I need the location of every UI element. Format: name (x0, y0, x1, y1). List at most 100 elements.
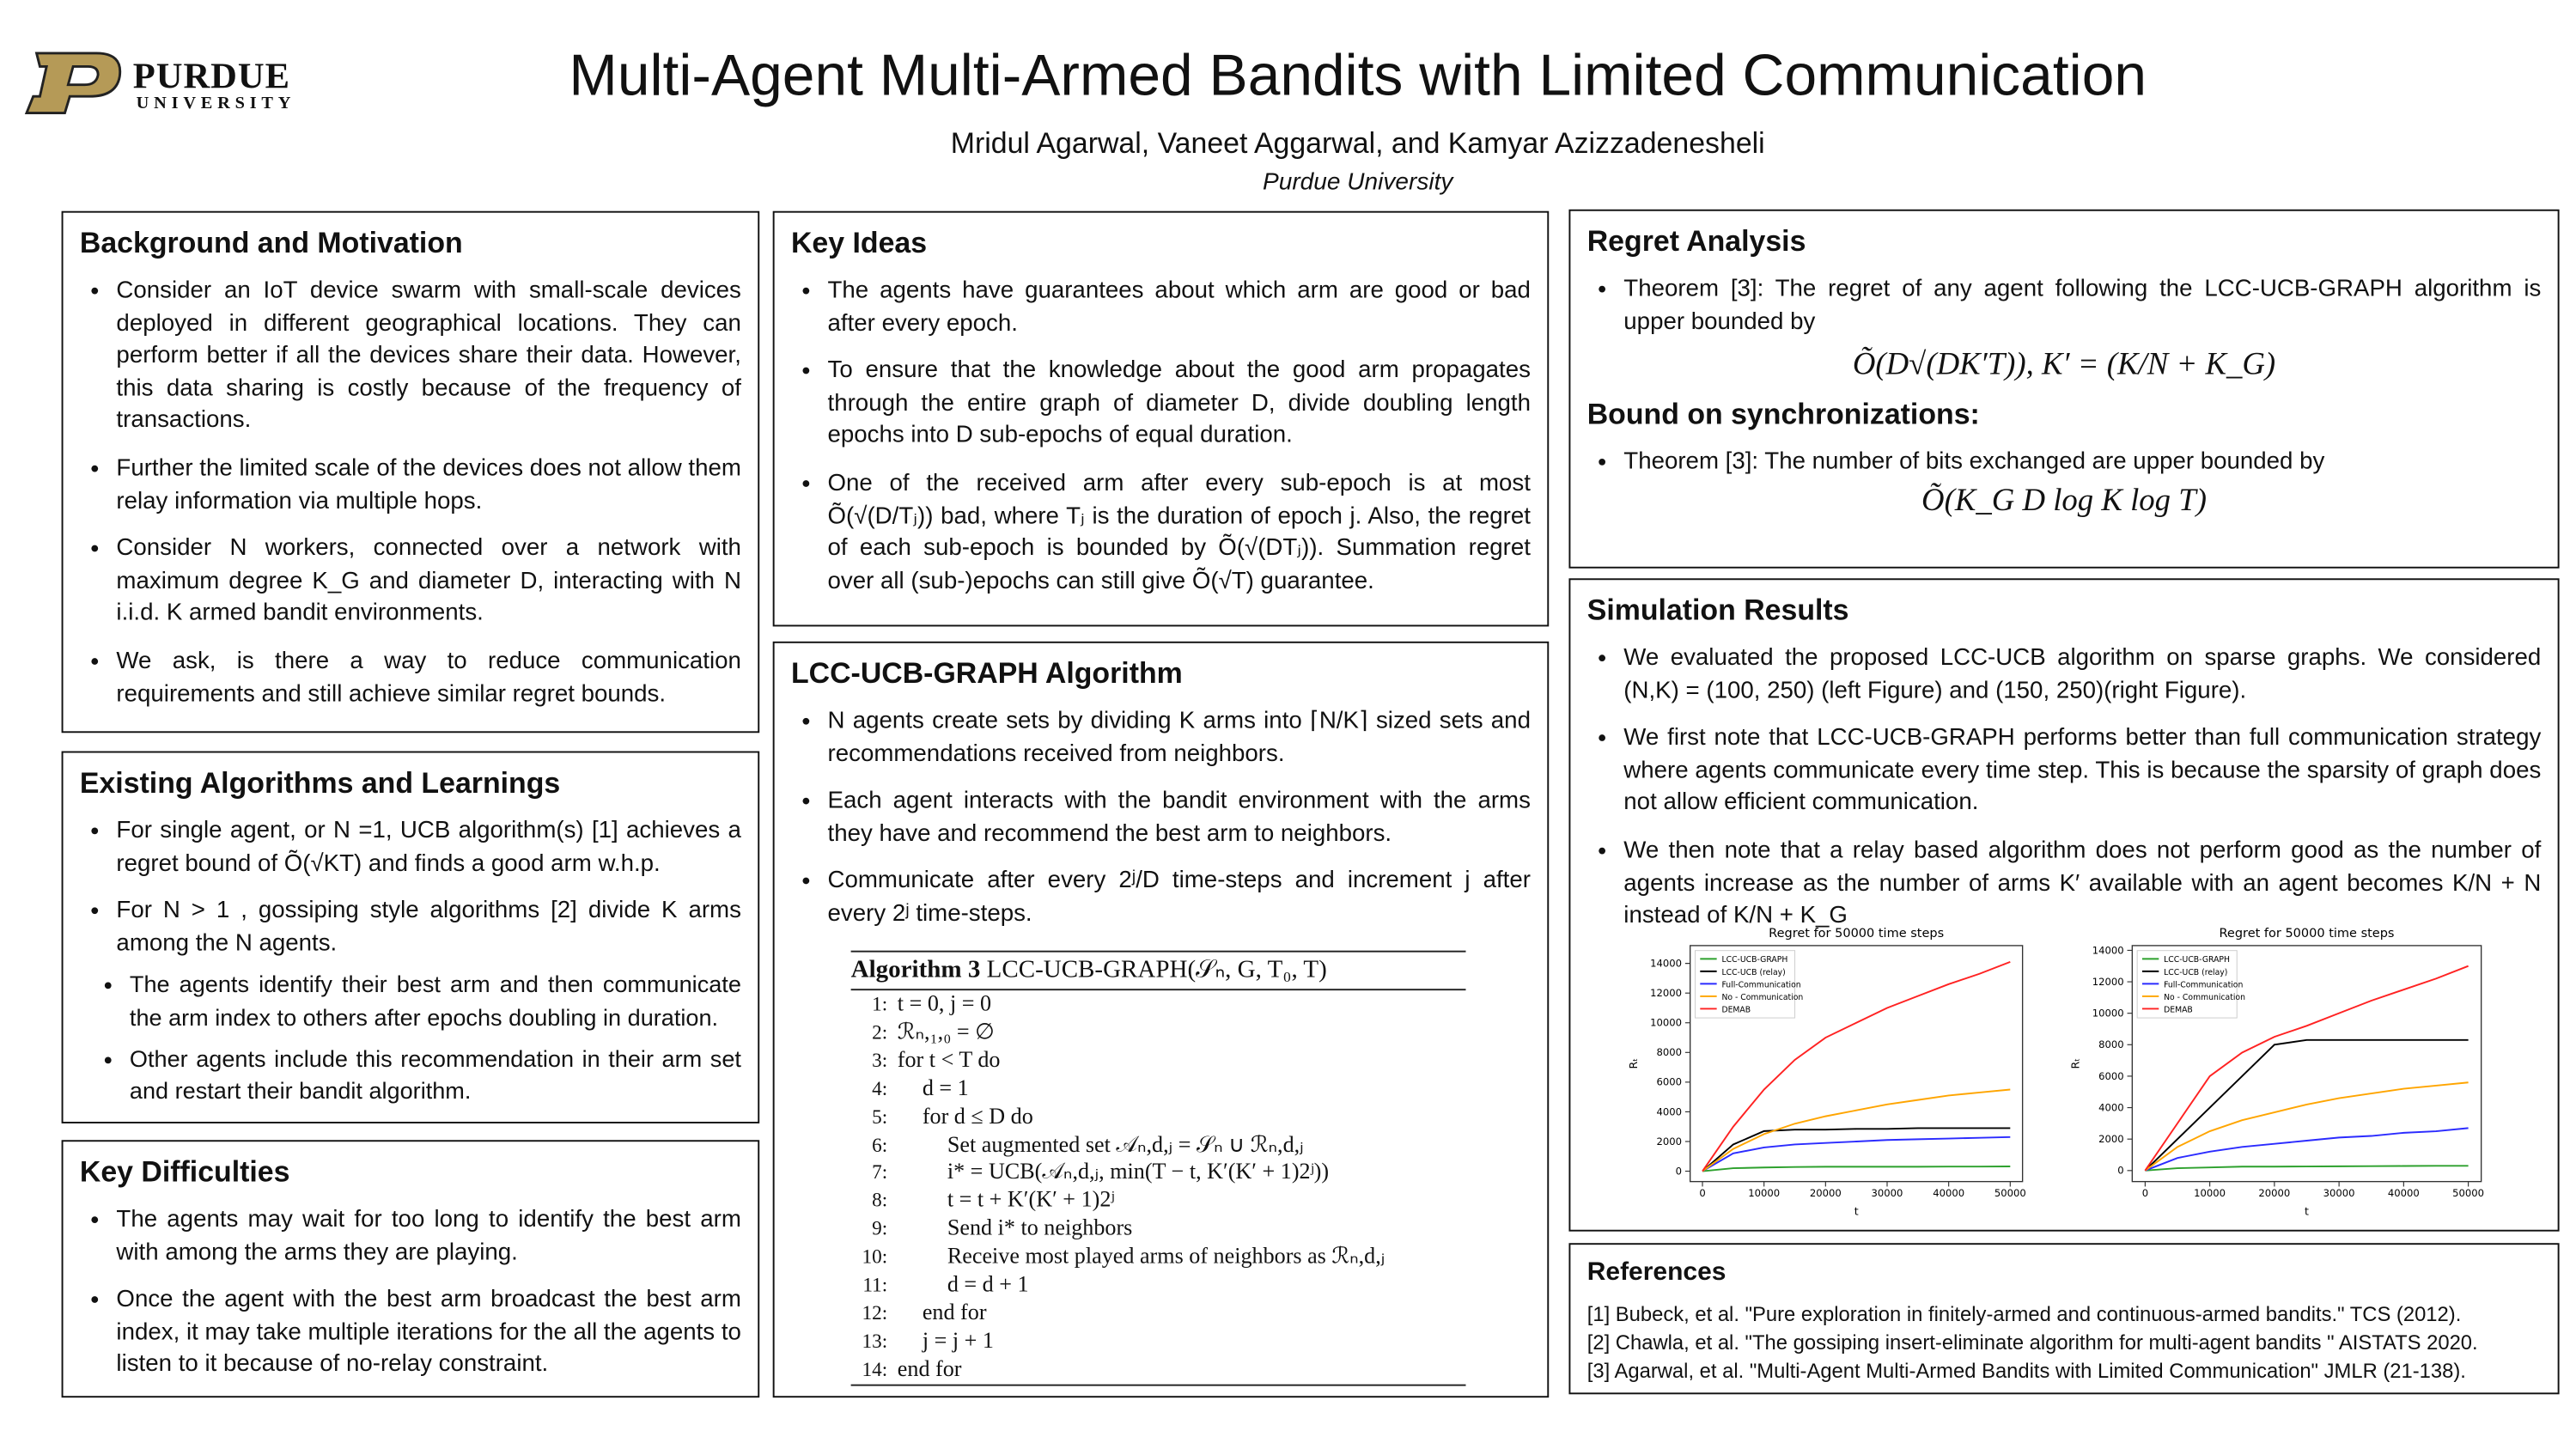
bullet: One of the received arm after every sub-… (828, 469, 1531, 600)
line-number: 8: (872, 1189, 888, 1213)
section: Existing Algorithms and Learnings For sin… (61, 751, 760, 1123)
bullet: We evaluated the proposed LCC-UCB algori… (1623, 643, 2541, 709)
algorithm-line: 8: t = t + K′(K′ + 1)2ʲ (851, 1187, 1466, 1215)
bullet: Consider an IoT device swarm with small-… (116, 276, 740, 439)
bullet-list: N agents create sets by dividing K arms … (791, 706, 1531, 931)
algorithm-line: 2: ℛₙ,₁,₀ = ∅ (851, 1019, 1466, 1047)
line-text: ℛₙ,₁,₀ = ∅ (897, 1018, 995, 1044)
section: Key Ideas The agents have guarantees abou… (772, 210, 1550, 627)
line-text: end for (897, 1355, 962, 1381)
series-line (2145, 1127, 2469, 1172)
formula: Õ(K_G D log K log T) (1921, 483, 2207, 519)
line-text: for d ≤ D do (922, 1102, 1033, 1129)
reference: [3] Agarwal, et al. "Multi-Agent Multi-A… (1586, 1359, 2466, 1383)
line-number: 4: (872, 1076, 888, 1100)
series-line (2144, 1038, 2469, 1172)
section-heading: Background and Motivation (79, 226, 463, 259)
line-text: Send i* to neighbors (947, 1215, 1133, 1240)
line-number: 1: (872, 992, 888, 1016)
x-tick-label: 50000 (2452, 1187, 2484, 1199)
y-tick-label: 12000 (1650, 987, 1682, 999)
legend-label: DEMAB (2164, 1005, 2193, 1014)
algorithm-line: 4: d = 1 (851, 1075, 1466, 1103)
logo-sub: UNIVERSITY (136, 94, 296, 113)
bullet: For N > 1 , gossiping style algorithms [… (116, 896, 740, 961)
chart-title: Regret for 50000 time steps (2220, 927, 2395, 941)
bullet-list: The agents may wait for too long to iden… (80, 1205, 740, 1383)
section-heading: References (1586, 1257, 1726, 1287)
legend-label: DEMAB (1721, 1005, 1751, 1014)
algorithm-line: 6: Set augmented set 𝒜ₙ,d,ⱼ = 𝒮ₙ ∪ ℛₙ,d,ⱼ (851, 1131, 1466, 1160)
line-text: i* = UCB(𝒜ₙ,d,ⱼ, min(T − t, K′(K′ + 1)2ʲ… (947, 1159, 1330, 1184)
legend-label: LCC-UCB-GRAPH (1721, 955, 1787, 965)
bullet-list: Consider an IoT device swarm with small-… (80, 276, 740, 712)
bullet: Consider N workers, connected over a net… (116, 533, 740, 631)
bullet: The agents have guarantees about which a… (828, 276, 1531, 341)
bullet: We ask, is there a way to reduce communi… (116, 647, 740, 712)
y-tick-label: 6000 (1657, 1076, 1683, 1088)
y-tick-label: 10000 (1650, 1017, 1682, 1029)
x-tick-label: 20000 (1810, 1187, 1842, 1199)
y-tick-label: 14000 (2092, 944, 2124, 956)
logo-name: PURDUE (132, 54, 290, 97)
algorithm-number: Algorithm 3 (850, 957, 981, 984)
y-tick-label: 2000 (1657, 1135, 1683, 1148)
section-heading: LCC-UCB-GRAPH Algorithm (790, 656, 1183, 690)
bullet: Theorem [3]: The number of bits exchange… (1623, 447, 2541, 480)
legend-label: LCC-UCB (relay) (1721, 968, 1785, 977)
logo-mark (24, 52, 122, 115)
y-tick-label: 12000 (2092, 976, 2124, 988)
reference: [1] Bubeck, et al. "Pure exploration in … (1586, 1302, 2462, 1326)
bullet: Communicate after every 2ʲ/D time-steps … (828, 867, 1531, 932)
series-line (2144, 965, 2469, 1172)
bullet: N agents create sets by dividing K arms … (828, 706, 1531, 771)
algorithm-signature: LCC-UCB-GRAPH(𝒮ₙ, G, T₀, T) (986, 957, 1327, 984)
bullet: Each agent interacts with the bandit env… (828, 787, 1531, 852)
line-number: 6: (872, 1132, 888, 1156)
algorithm-line: 1: t = 0, j = 0 (851, 990, 1466, 1019)
x-tick-label: 40000 (1933, 1187, 1964, 1199)
x-tick-label: 20000 (2258, 1187, 2290, 1199)
authors: Mridul Agarwal, Vaneet Aggarwal, and Kam… (950, 126, 1765, 160)
section: References [1] Bubeck, et al. "Pure explo… (1568, 1243, 2560, 1395)
algorithm-line: 11: d = d + 1 (851, 1271, 1466, 1300)
line-text: t = t + K′(K′ + 1)2ʲ (947, 1187, 1115, 1213)
section-heading: Existing Algorithms and Learnings (79, 765, 561, 800)
reference: [2] Chawla, et al. "The gossiping insert… (1586, 1330, 2478, 1355)
x-tick-label: 50000 (1994, 1187, 2026, 1199)
legend-label: LCC-UCB-GRAPH (2164, 955, 2230, 965)
algorithm-line: 10: Receive most played arms of neighbors… (851, 1244, 1466, 1272)
poster-title: Multi-Agent Multi-Armed Bandits with Lim… (569, 43, 2147, 108)
bullet: Other agents include this recommendation… (130, 1043, 741, 1108)
y-tick-label: 8000 (2098, 1038, 2124, 1050)
chart-title: Regret for 50000 time steps (1769, 927, 1944, 941)
bullet-list: We evaluated the proposed LCC-UCB algori… (1587, 643, 2541, 934)
bullet: Once the agent with the best arm broadca… (116, 1285, 740, 1383)
series-line (1702, 1135, 2011, 1172)
series-line (1702, 1127, 2011, 1172)
line-number: 10: (862, 1245, 888, 1269)
bullet-list: The agents identify their best arm and t… (80, 970, 741, 1108)
section: Key Difficulties The agents may wait for … (61, 1140, 760, 1398)
y-tick-label: 6000 (2098, 1070, 2124, 1082)
line-number: 9: (872, 1216, 888, 1240)
x-tick-label: 10000 (1748, 1187, 1780, 1199)
x-tick-label: 30000 (1872, 1187, 1903, 1199)
section-heading: Simulation Results (1586, 593, 1849, 627)
legend-label: No - Communication (1721, 993, 1803, 1002)
section: Simulation Results We evaluated the propo… (1568, 578, 2560, 1232)
y-tick-label: 4000 (1657, 1105, 1683, 1117)
y-tick-label: 0 (1676, 1165, 1682, 1177)
bullet-list: For single agent, or N =1, UCB algorithm… (80, 816, 740, 961)
algorithm-line: 3: for t < T do (851, 1047, 1466, 1075)
section-heading: Key Ideas (790, 226, 928, 259)
section: Background and Motivation Consider an IoT… (61, 210, 760, 734)
series-line (1702, 1166, 2011, 1172)
plot-area (1690, 945, 2024, 1183)
algorithm-line: 9: Send i* to neighbors (851, 1215, 1466, 1244)
formula: Õ(D√(DK′T)), K′ = (K/N + K_G) (1852, 347, 2276, 383)
line-number: 14: (862, 1357, 888, 1381)
